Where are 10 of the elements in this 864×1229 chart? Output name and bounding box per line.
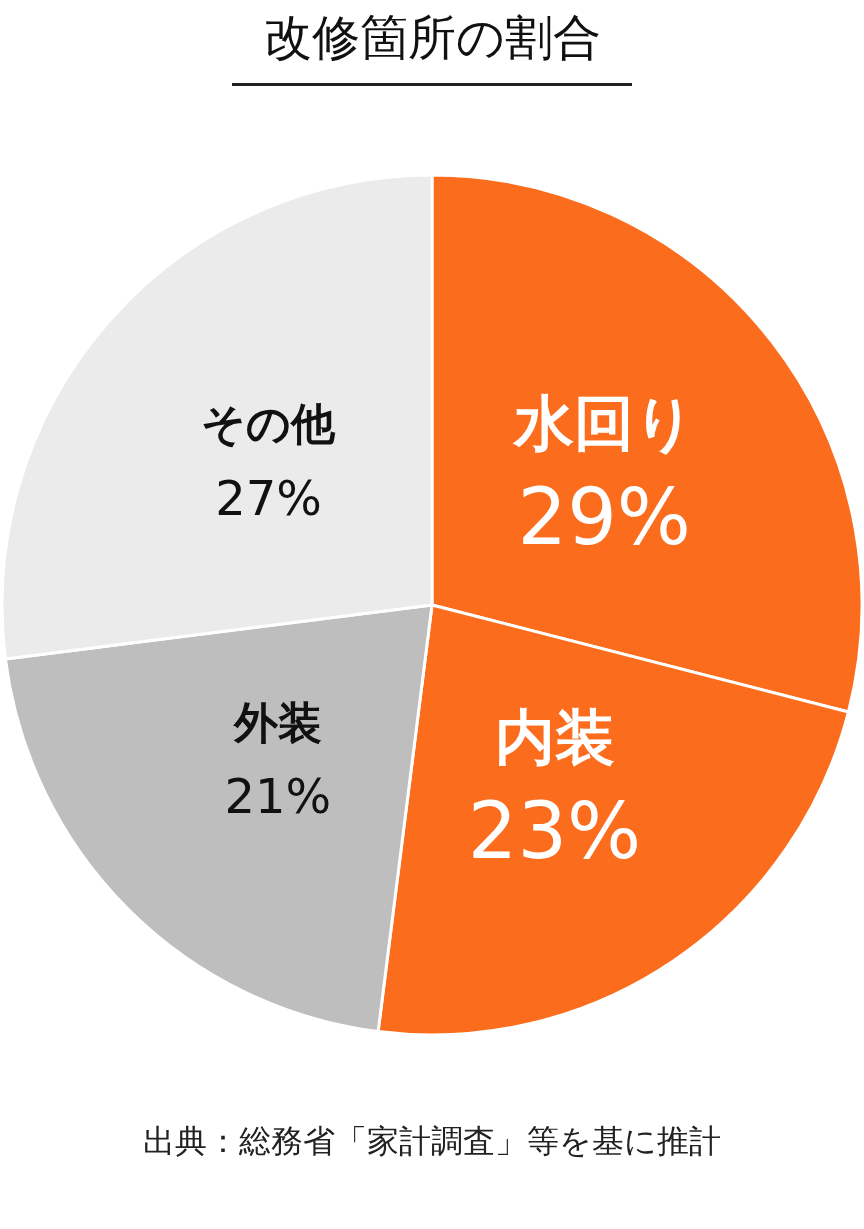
slice-label: 内装 — [494, 702, 615, 773]
slice-label: 外装 — [231, 696, 322, 748]
slice-label: その他 — [201, 398, 337, 450]
source-note: 出典：総務省「家計調査」等を基に推計 — [143, 1122, 721, 1160]
chart-title: 改修箇所の割合 — [263, 9, 601, 65]
data-label: 27% — [215, 469, 322, 526]
slice-label: 水回り — [511, 388, 695, 459]
data-label: 21% — [224, 768, 332, 825]
data-label: 23% — [467, 786, 642, 877]
data-label: 29% — [517, 472, 691, 563]
